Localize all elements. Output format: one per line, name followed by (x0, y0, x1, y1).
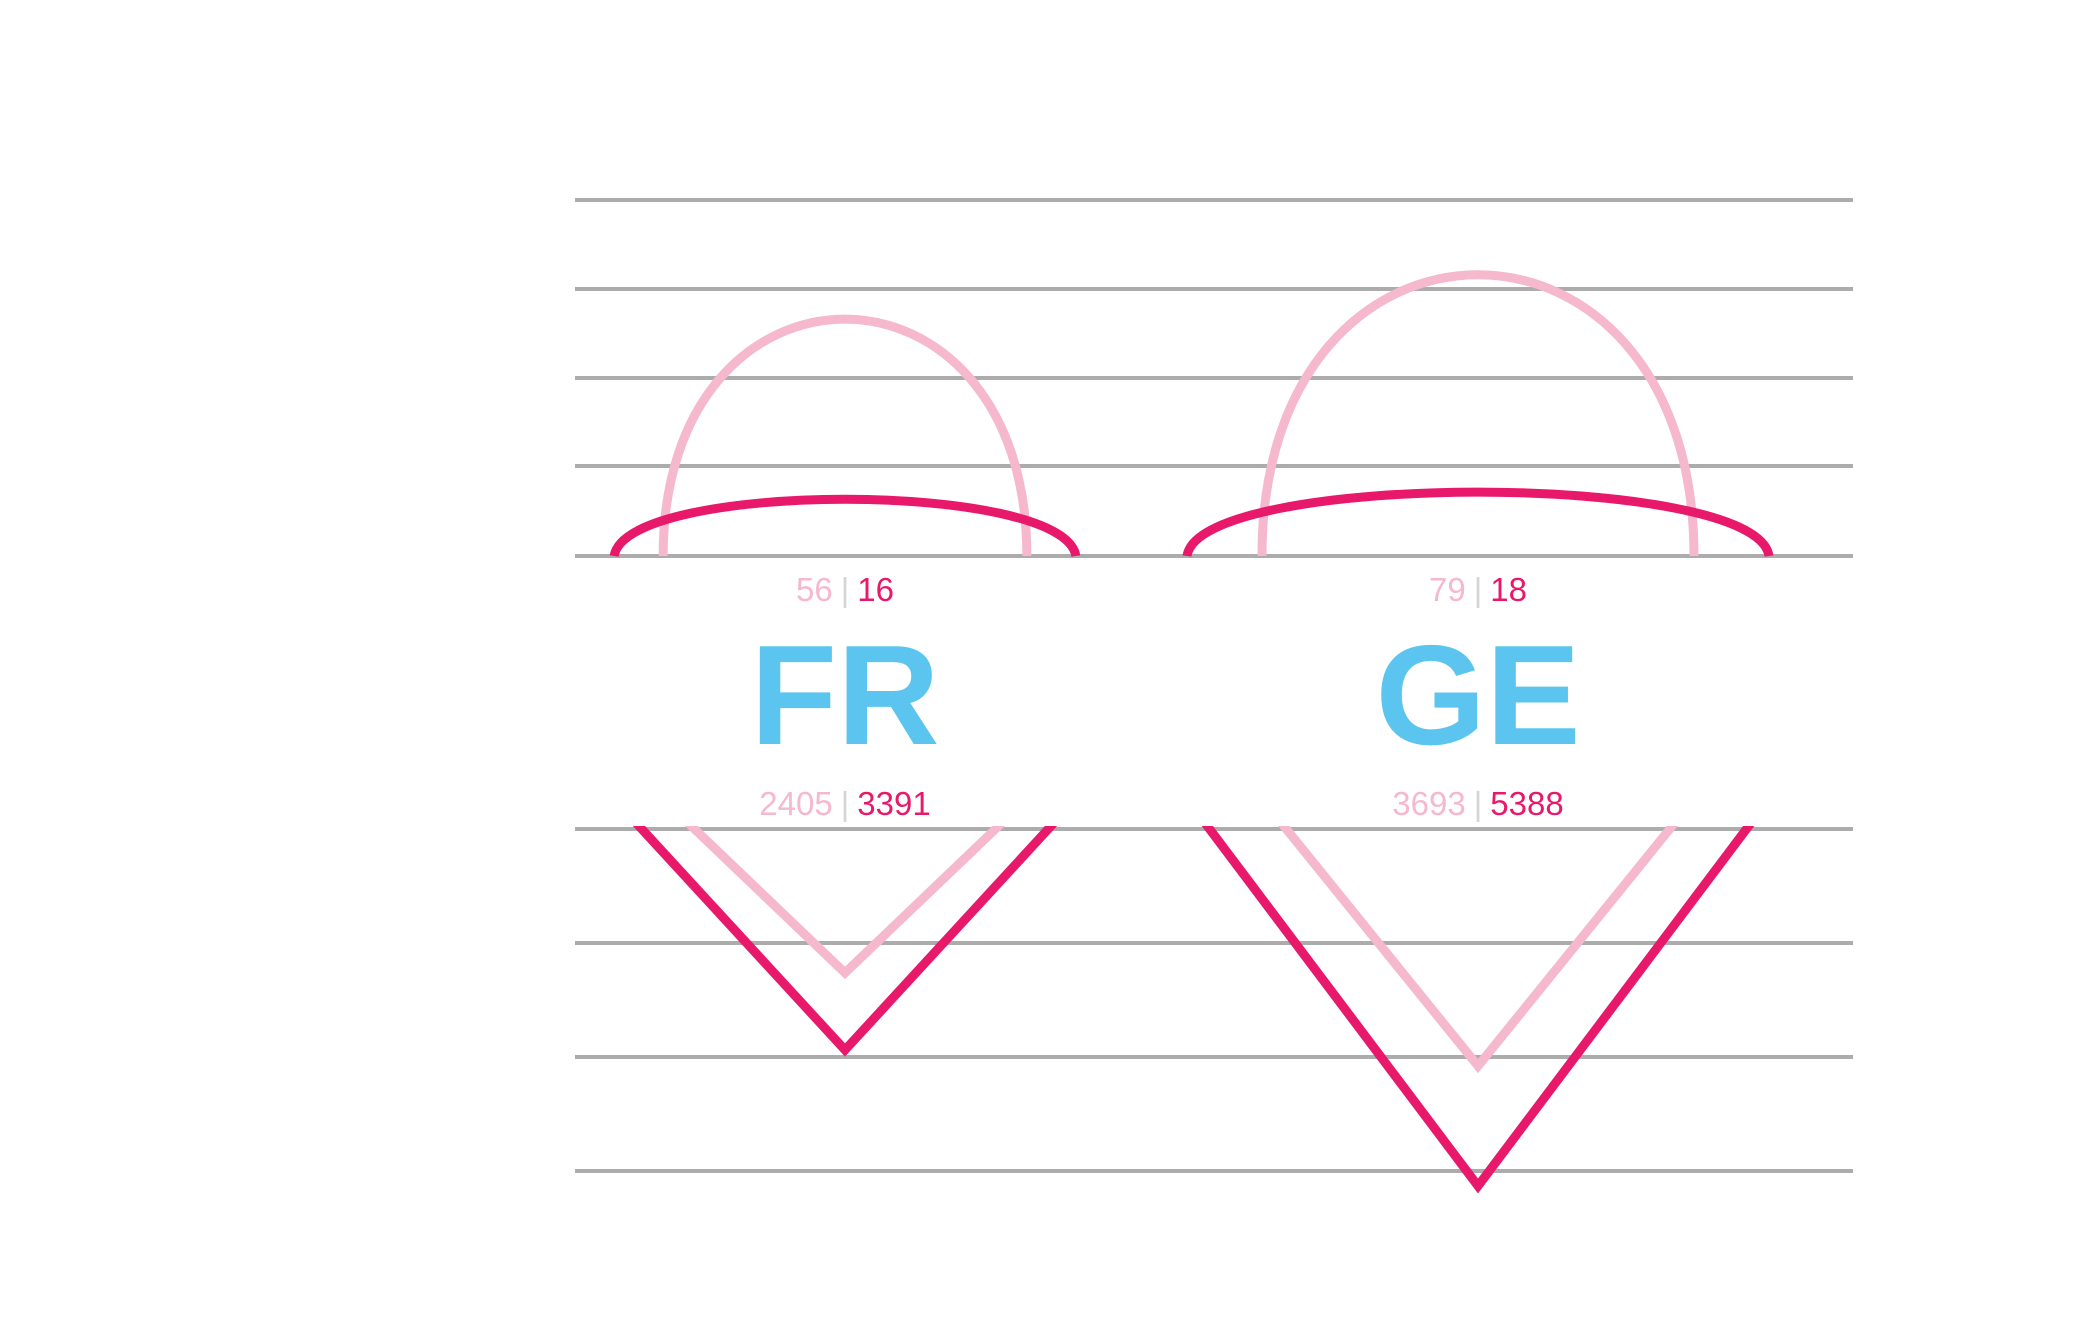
value-fr-bottom-b: 3391 (857, 785, 930, 822)
value-separator: | (1474, 571, 1483, 608)
value-ge-bottom-b: 5388 (1490, 785, 1563, 822)
value-pair-ge-top: 79 | 18 (1429, 571, 1527, 608)
value-separator: | (841, 785, 850, 822)
value-fr-bottom-a: 2405 (759, 785, 832, 822)
v-fr-series-b (610, 795, 1080, 1057)
value-separator: | (841, 571, 850, 608)
country-label-fr: FR (750, 616, 939, 775)
value-ge-top-b: 18 (1490, 571, 1527, 608)
value-pair-fr-bottom: 2405 | 3391 (759, 785, 930, 822)
v-ge-series-b (1183, 796, 1773, 1194)
arch-ge-series-a (1257, 270, 1699, 557)
value-fr-top-a: 56 (796, 571, 833, 608)
arch-fr-series-a (658, 314, 1032, 557)
value-separator: | (1474, 785, 1483, 822)
arch-fr-series-b (609, 494, 1081, 558)
chart-marks (609, 270, 1774, 1194)
value-pair-ge-bottom: 3693 | 5388 (1392, 785, 1563, 822)
value-fr-top-b: 16 (857, 571, 894, 608)
v-fr-series-a (660, 795, 1030, 980)
value-pair-fr-top: 56 | 16 (796, 571, 894, 608)
value-ge-bottom-a: 3693 (1392, 785, 1465, 822)
country-label-ge: GE (1375, 616, 1580, 775)
v-ge-series-a (1258, 796, 1698, 1074)
arch-ge-series-b (1182, 487, 1774, 558)
value-ge-top-a: 79 (1429, 571, 1466, 608)
label-band (575, 558, 1860, 826)
